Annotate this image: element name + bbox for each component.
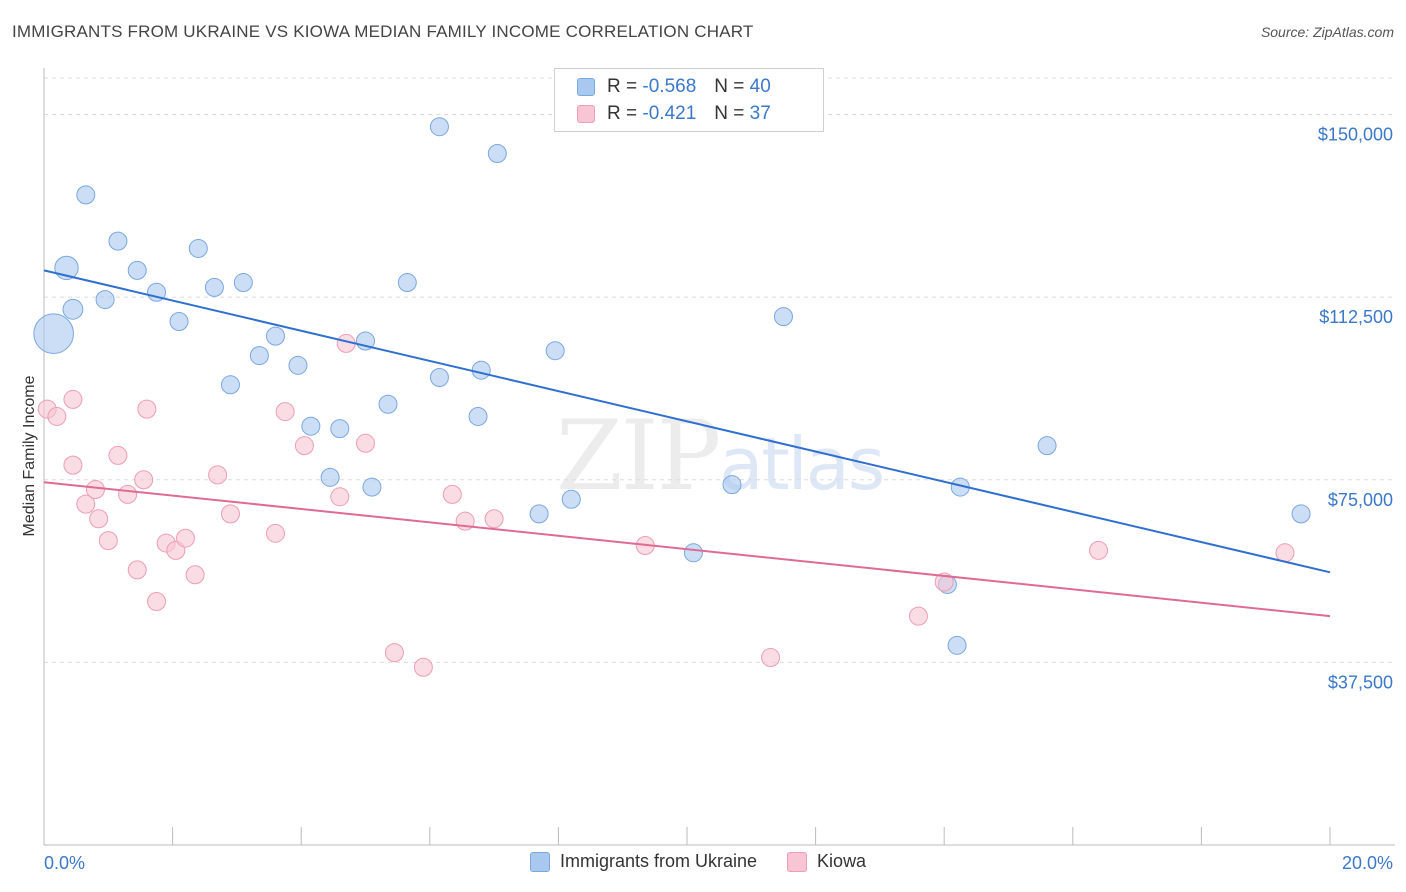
legend-row-ukraine: R = -0.568 N = 40 [577,74,771,100]
point-ukraine [233,273,253,293]
point-ukraine [62,298,84,320]
series-legend-ukraine: Immigrants from Ukraine [530,851,757,872]
point-kiowa [330,487,350,507]
point-kiowa [413,657,433,677]
y-tick-label: $37,500 [1328,672,1393,692]
point-ukraine [147,282,167,302]
point-ukraine [429,367,449,387]
point-ukraine [76,185,96,205]
y-tick-label: $112,500 [1319,307,1393,327]
legend-n-label: N = [714,76,745,97]
point-kiowa [127,560,147,580]
point-kiowa [118,484,138,504]
legend-swatch-ukraine [577,78,595,96]
series-swatch-kiowa [787,851,808,872]
point-ukraine [545,341,565,361]
point-kiowa [934,572,954,592]
point-kiowa [137,399,157,419]
legend-row-kiowa: R = -0.421 N = 37 [577,101,771,127]
point-kiowa [384,643,404,663]
point-ukraine [529,504,549,524]
point-ukraine [1037,436,1057,456]
point-kiowa [908,606,928,626]
point-ukraine [265,326,285,346]
point-kiowa [175,528,195,548]
legend-n-value: 40 [749,76,771,97]
point-ukraine [204,277,224,297]
point-ukraine [397,273,417,293]
point-ukraine [108,231,128,251]
series-swatch-ukraine [530,851,550,872]
point-kiowa [76,494,96,514]
point-kiowa [1089,540,1109,560]
legend-n-value: 37 [749,103,771,124]
series-legend-kiowa: Kiowa [787,851,866,872]
correlation-legend: R = -0.568 N = 40 R = -0.421 N = 37 [554,68,824,132]
legend-r-label: R = [607,103,638,124]
point-ukraine [773,307,793,327]
point-kiowa [63,389,83,409]
point-ukraine [468,406,488,426]
point-ukraine [471,360,491,380]
source-label: Source: ZipAtlas.com [1260,24,1394,40]
point-kiowa [47,406,67,426]
point-ukraine [188,238,208,258]
trend-line-ukraine [43,269,1331,574]
legend-n-label: N = [714,103,745,124]
point-kiowa [134,470,154,490]
point-ukraine [220,375,240,395]
point-kiowa [63,455,83,475]
point-kiowa [761,648,781,668]
x-tick-label-max: 20.0% [1342,853,1393,873]
point-kiowa [442,484,462,504]
point-ukraine [301,416,321,436]
y-axis-label: Median Family Income [21,375,38,536]
legend-r-value: -0.421 [642,103,697,124]
point-ukraine [330,419,350,439]
point-ukraine [487,143,507,163]
point-kiowa [208,465,228,485]
point-ukraine [362,477,382,497]
point-kiowa [484,509,504,529]
point-ukraine [288,355,308,375]
legend-r-label: R = [607,76,638,97]
x-tick-label-min: 0.0% [44,853,85,873]
point-ukraine [683,543,703,563]
legend-r-value: -0.568 [642,76,697,97]
point-kiowa [108,445,128,465]
legend-swatch-kiowa [577,105,595,123]
point-ukraine [127,260,147,280]
point-kiowa [85,480,105,500]
point-kiowa [147,592,167,612]
point-ukraine [561,489,581,509]
point-kiowa [89,509,109,529]
point-ukraine [33,313,74,354]
watermark-zip: ZIP [556,400,721,512]
series-label-kiowa: Kiowa [817,851,867,871]
point-ukraine [169,311,189,331]
series-legend: Immigrants from Ukraine Kiowa [530,851,896,872]
series-label-ukraine: Immigrants from Ukraine [560,851,758,871]
point-kiowa [356,433,375,453]
point-ukraine [1291,504,1311,524]
point-kiowa [1275,543,1295,563]
point-kiowa [98,531,118,551]
point-ukraine [249,346,269,366]
point-ukraine [722,475,742,495]
y-tick-label: $150,000 [1318,125,1393,145]
point-kiowa [265,523,285,543]
point-ukraine [378,394,398,414]
trend-line-kiowa [43,481,1331,618]
point-ukraine [320,467,340,487]
point-ukraine [95,290,115,310]
point-kiowa [294,436,314,456]
y-tick-label: $75,000 [1328,490,1393,510]
point-kiowa [185,565,205,585]
point-ukraine [947,635,967,655]
point-kiowa [275,402,295,422]
point-kiowa [220,504,240,524]
point-ukraine [429,117,449,137]
chart-title: IMMIGRANTS FROM UKRAINE VS KIOWA MEDIAN … [12,22,754,41]
